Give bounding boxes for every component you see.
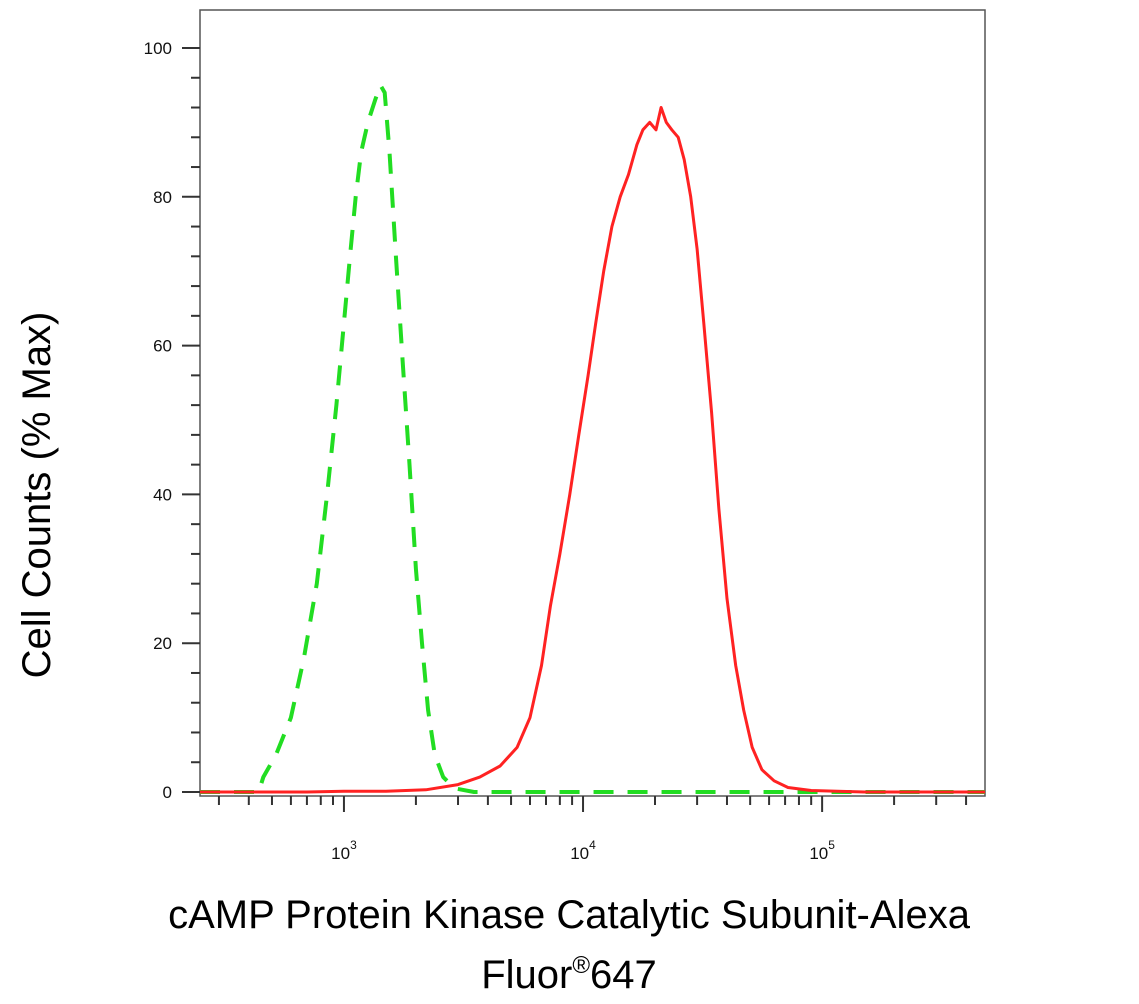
- y-tick-label: 100: [144, 39, 172, 58]
- x-axis-title-line1: cAMP Protein Kinase Catalytic Subunit-Al…: [168, 893, 971, 937]
- series-layer: [200, 83, 985, 794]
- y-tick-label: 20: [153, 634, 172, 653]
- x-tick-label: 105: [809, 838, 835, 863]
- y-tick-label: 0: [163, 783, 172, 802]
- control-histogram-line: [200, 83, 985, 794]
- y-tick-label: 60: [153, 337, 172, 356]
- x-tick-label: 104: [570, 838, 596, 863]
- y-tick-label: 40: [153, 485, 172, 504]
- y-axis-ticks: 0 20 40 60 80 100: [144, 39, 200, 802]
- x-axis-title-line2: Fluor®647: [481, 952, 657, 997]
- x-axis-title-fluor: Fluor: [481, 953, 572, 997]
- x-tick-label: 103: [331, 838, 357, 863]
- plot-frame: [199, 9, 986, 797]
- sample-histogram-line: [200, 106, 985, 794]
- y-axis-title: Cell Counts (% Max): [15, 312, 59, 679]
- registered-mark: ®: [572, 952, 590, 979]
- x-axis-ticks: 103 104 105: [217, 796, 968, 863]
- x-axis-title-647: 647: [590, 953, 657, 997]
- y-tick-label: 80: [153, 188, 172, 207]
